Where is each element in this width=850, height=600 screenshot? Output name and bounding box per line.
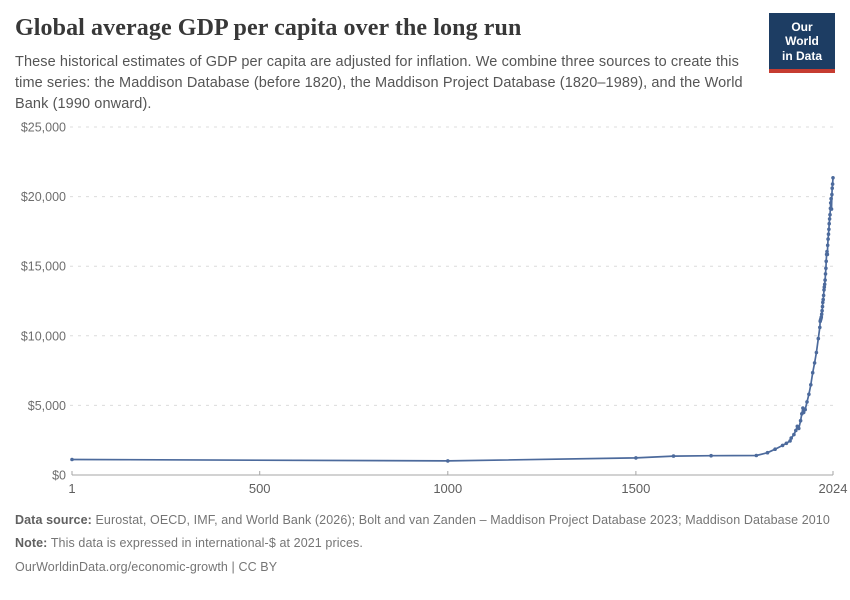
data-point-marker	[671, 454, 676, 458]
data-point-marker	[818, 325, 822, 330]
data-point-marker	[830, 186, 834, 190]
data-point-marker	[780, 443, 785, 448]
data-point-marker	[765, 450, 770, 455]
data-point-marker	[829, 207, 834, 211]
data-source-text: Eurostat, OECD, IMF, and World Bank (202…	[95, 513, 830, 527]
data-point-marker	[825, 243, 830, 248]
y-tick-label: $15,000	[21, 260, 66, 274]
data-point-marker	[819, 315, 824, 319]
data-point-marker	[830, 182, 835, 186]
data-point-marker	[822, 285, 827, 289]
note-label: Note:	[15, 536, 48, 551]
y-tick-label: $25,000	[21, 121, 66, 135]
data-point-marker	[827, 227, 831, 232]
logo-text-line2: in Data	[781, 48, 822, 63]
data-point-marker	[831, 176, 835, 180]
logo-text-line1: Our World	[785, 20, 819, 49]
x-tick-label: 1000	[433, 481, 462, 496]
y-tick-label: $5,000	[28, 399, 66, 413]
data-point-marker	[798, 418, 803, 423]
chart-header: Global average GDP per capita over the l…	[0, 0, 850, 115]
data-point-marker	[826, 237, 830, 241]
data-point-marker	[809, 383, 813, 387]
data-point-marker	[828, 201, 833, 205]
note-text: This data is expressed in international-…	[50, 536, 363, 551]
data-point-marker	[820, 304, 825, 309]
data-point-marker	[807, 392, 811, 397]
data-point-marker	[820, 308, 824, 313]
chart-footer: Data source: Eurostat, OECD, IMF, and Wo…	[15, 511, 835, 581]
data-point-marker	[828, 212, 832, 217]
data-point-marker	[814, 350, 819, 355]
y-tick-label: $10,000	[21, 329, 66, 343]
data-point-marker	[812, 361, 817, 365]
data-point-marker	[825, 252, 830, 257]
data-point-marker	[827, 217, 832, 221]
owid-logo[interactable]: Our World in Data	[769, 13, 835, 74]
data-source-line: Data source: Eurostat, OECD, IMF, and Wo…	[15, 511, 835, 530]
data-point-marker	[825, 249, 829, 254]
data-point-marker	[830, 192, 834, 197]
data-point-marker	[827, 221, 831, 226]
x-tick-label: 500	[249, 481, 271, 496]
data-source-label: Data source:	[15, 513, 92, 527]
data-point-marker	[824, 266, 828, 271]
data-point-marker	[784, 441, 789, 446]
data-point-marker	[709, 453, 713, 458]
data-point-marker	[821, 297, 825, 302]
gdp-line	[71, 176, 834, 462]
data-point-marker	[446, 459, 450, 463]
note-line: Note: This data is expressed in internat…	[15, 534, 835, 553]
data-point-marker	[816, 336, 821, 341]
data-point-marker	[824, 259, 828, 264]
x-tick-label: 2024	[819, 481, 848, 496]
data-point-marker	[773, 447, 777, 452]
chart-subtitle: These historical estimates of GDP per ca…	[15, 53, 743, 112]
data-point-marker	[803, 407, 807, 412]
data-point-marker	[822, 288, 826, 292]
data-point-marker	[823, 272, 828, 276]
data-point-marker	[754, 453, 759, 458]
data-point-marker	[819, 312, 824, 316]
data-point-marker	[792, 432, 796, 437]
data-point-marker	[821, 293, 826, 298]
data-point-marker	[794, 428, 798, 433]
data-point-marker	[823, 278, 827, 282]
data-point-marker	[805, 400, 809, 404]
x-tick-label: 1	[68, 481, 75, 496]
y-tick-label: $20,000	[21, 190, 66, 204]
x-tick-label: 1500	[621, 481, 650, 496]
data-point-marker	[70, 457, 74, 462]
data-point-marker	[797, 426, 801, 431]
data-point-marker	[826, 232, 831, 236]
data-point-marker	[789, 436, 793, 440]
y-tick-label: $0	[52, 469, 66, 483]
data-point-marker	[801, 410, 806, 415]
data-point-marker	[634, 456, 638, 460]
page-title: Global average GDP per capita over the l…	[15, 15, 522, 41]
data-point-marker	[810, 370, 815, 375]
data-point-marker	[829, 196, 833, 201]
license-line: OurWorldinData.org/economic-growth | CC …	[15, 559, 278, 574]
data-point-marker	[788, 439, 792, 443]
data-point-marker	[822, 282, 827, 287]
data-point-marker	[821, 300, 825, 305]
